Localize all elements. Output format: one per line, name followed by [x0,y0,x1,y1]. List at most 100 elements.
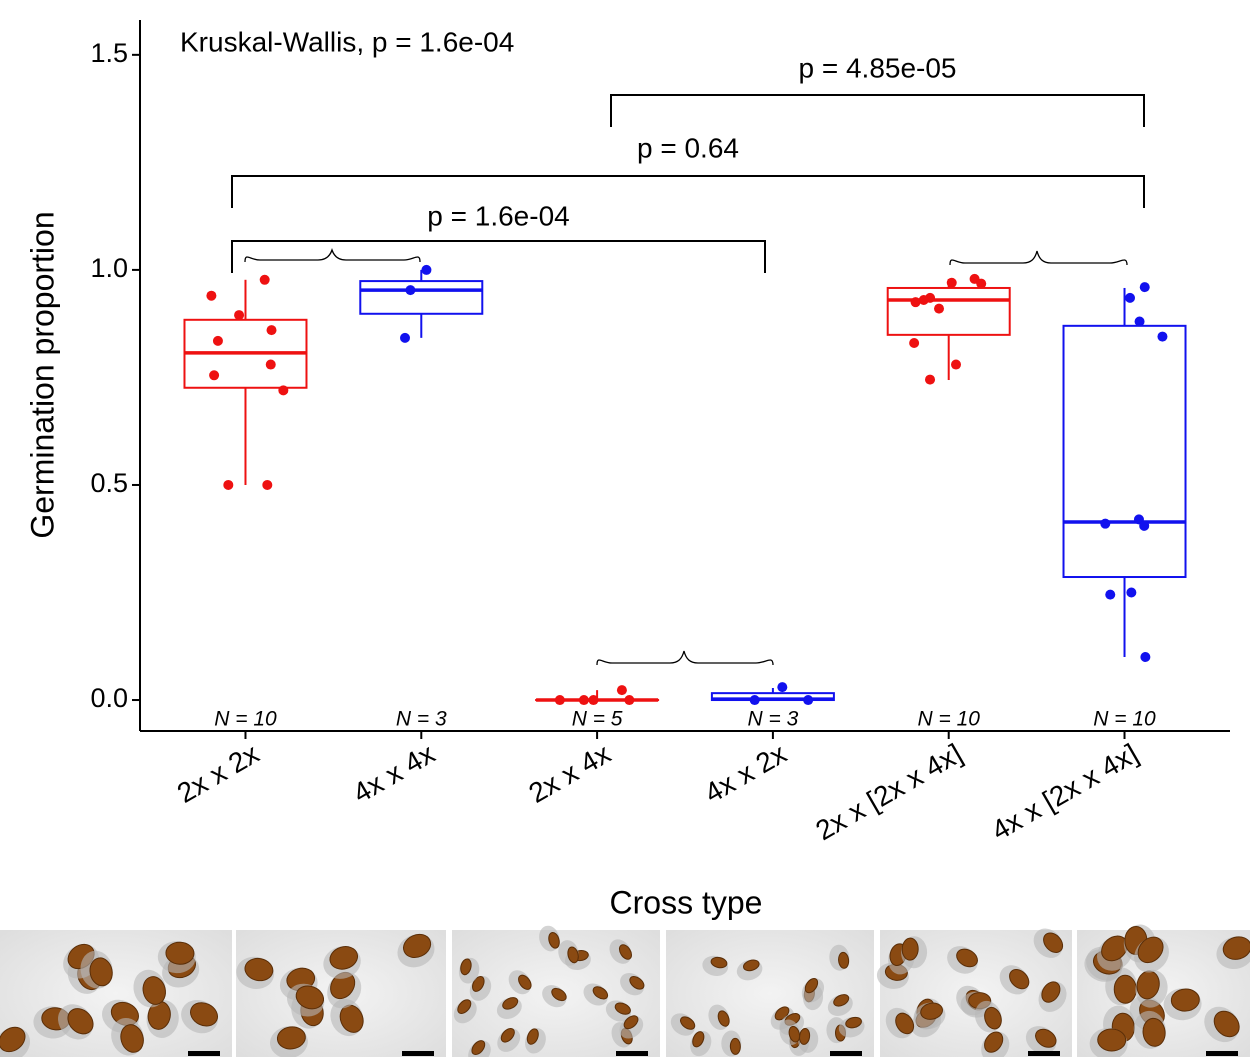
seed [717,1010,730,1027]
p-value-label: p = 1.6e-04 [427,200,569,231]
brace [949,250,1128,266]
seed [984,1031,1004,1053]
x-tick-label: 2x x 4x [523,738,615,809]
p-value-label: p = 4.85e-05 [798,52,956,83]
box [886,286,1011,336]
seed [190,1002,218,1027]
seed [518,974,532,990]
x-tick-label: 4x x 2x [699,738,791,809]
seed [1137,936,1164,964]
seed [692,1031,705,1048]
data-point [234,310,245,321]
seed [1009,969,1030,990]
data-point [909,338,920,349]
seed [680,1016,696,1030]
seed [1213,1010,1240,1038]
data-point [946,277,957,288]
x-tick-label: 2x x 2x [172,738,264,809]
seed [142,976,166,1005]
seed [629,976,645,990]
data-point [206,290,217,301]
seed [403,933,432,958]
seed [956,948,978,968]
seed [460,958,472,976]
seed [500,1027,515,1043]
seed [551,987,567,1002]
data-point [777,682,788,693]
seed [845,1016,862,1029]
data-point [1140,652,1151,663]
data-point [624,695,635,706]
data-point [1134,316,1145,327]
scale-bar [1028,1051,1060,1056]
n-label: N = 5 [572,708,623,731]
data-point [212,335,223,346]
data-point [265,359,276,370]
data-point [405,285,416,296]
y-tick-label: 0.5 [90,468,128,498]
seed [1041,981,1061,1003]
scale-bar [402,1051,434,1056]
seed [244,957,274,982]
scale-bar [830,1051,862,1056]
data-point [616,685,627,696]
box [359,280,484,315]
significance-bracket [231,175,1145,208]
y-tick-label: 0.0 [90,683,128,713]
kruskal-wallis-label: Kruskal-Wallis, p = 1.6e-04 [180,26,514,57]
seed [548,932,560,949]
data-point [1157,331,1168,342]
data-point [1100,518,1111,529]
seed [120,1024,144,1053]
data-point [925,374,936,385]
data-point [209,370,220,381]
y-tick-label: 1.5 [90,38,128,68]
seed [526,1028,539,1045]
brace [596,650,774,666]
p-value-label: p = 0.64 [637,132,739,163]
significance-bracket [610,94,1145,127]
data-point [934,303,945,314]
seed [838,951,850,969]
n-label: N = 3 [748,708,799,731]
significance-bracket [231,240,766,273]
seed [743,959,760,972]
x-tick-label: 4x x 4x [348,738,440,809]
seed [567,946,579,964]
seed [165,941,195,965]
seed [276,1026,306,1050]
data-point [1139,520,1150,531]
seed [1142,1017,1166,1047]
data-point [223,479,234,490]
data-point [803,695,814,706]
brace [244,247,421,263]
seed [729,1037,741,1055]
seed [67,1008,94,1035]
data-point [421,264,432,275]
data-point [578,695,589,706]
group-braces [244,247,1128,666]
n-label: N = 10 [917,708,980,731]
seed [1043,932,1064,953]
data-point [1126,587,1137,598]
data-point [1125,292,1136,303]
data-point [910,297,921,308]
seed [0,1026,26,1053]
seed [623,1015,639,1030]
plot-area: 0.0 0.5 1.0 1.5 p = 4.85e-05 p = 0.64 p = 1.6e… [90,20,1230,846]
seed [788,1025,801,1043]
data-point [749,695,760,706]
x-axis-title: Cross type [610,884,763,920]
seed [614,1002,631,1015]
seed [1035,1028,1057,1048]
seed [457,999,472,1014]
box [1062,324,1187,579]
data-point [259,274,270,285]
seed [895,1012,915,1035]
seed-photo-strip [0,924,1250,1057]
seed [710,956,728,969]
seed [1113,974,1137,1004]
seed [920,1002,943,1020]
seed [618,944,632,960]
